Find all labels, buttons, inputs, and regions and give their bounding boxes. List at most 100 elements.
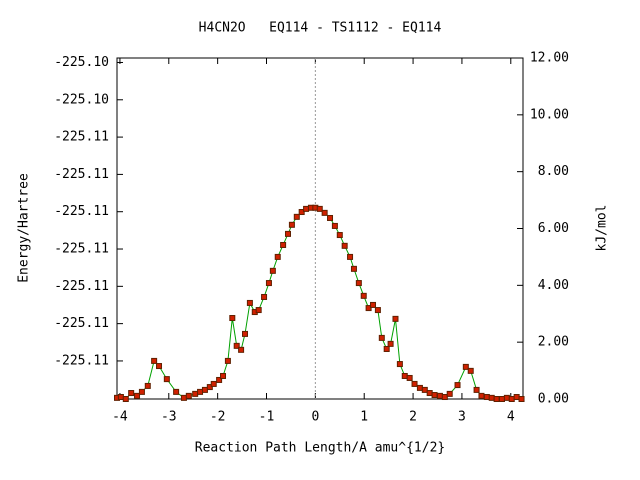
x-axis-label: Reaction Path Length/A amu^{1/2} — [195, 441, 445, 456]
y-axis-label: Energy/Hartree — [17, 173, 32, 283]
data-point — [350, 265, 357, 272]
y2-tick-label: 0.00 — [538, 392, 569, 407]
data-point — [298, 209, 305, 216]
data-point — [220, 372, 227, 379]
y-tick-label: -225.11 — [54, 353, 109, 368]
y2-tick-label: 6.00 — [538, 221, 569, 236]
data-point — [144, 382, 151, 389]
data-point — [151, 357, 158, 364]
x-tick-label: 0 — [311, 410, 319, 425]
data-point — [411, 380, 418, 387]
data-point — [173, 388, 180, 395]
data-point — [156, 363, 163, 370]
data-point — [498, 396, 505, 402]
data-point — [242, 330, 249, 337]
y-tick-label: -225.11 — [54, 242, 109, 257]
x-tick-label: 3 — [458, 410, 466, 425]
data-point — [197, 388, 204, 395]
data-point — [347, 253, 354, 260]
data-point — [321, 209, 328, 216]
data-point — [467, 367, 474, 374]
data-point — [392, 315, 399, 322]
data-point — [293, 213, 300, 220]
y-tick-label: -225.11 — [54, 167, 109, 182]
data-point — [473, 386, 480, 393]
y-tick-label: -225.10 — [54, 92, 109, 107]
plot-frame — [116, 57, 524, 400]
data-point — [341, 242, 348, 249]
data-point — [210, 380, 217, 387]
data-point — [261, 293, 268, 300]
data-point — [185, 392, 192, 399]
data-point — [274, 253, 281, 260]
data-point — [387, 340, 394, 347]
data-point — [406, 374, 413, 381]
data-point — [483, 394, 490, 401]
data-point — [374, 307, 381, 314]
data-point — [122, 396, 129, 402]
data-point — [416, 384, 423, 391]
y2-tick-label: 2.00 — [538, 335, 569, 350]
y2-tick-label: 12.00 — [530, 51, 569, 66]
data-point — [316, 205, 323, 212]
data-point — [436, 392, 443, 399]
y-tick-label: -225.11 — [54, 130, 109, 145]
data-point — [265, 280, 272, 287]
data-point — [201, 386, 208, 393]
data-point — [138, 388, 145, 395]
data-point — [206, 384, 213, 391]
x-tick-label: -1 — [259, 410, 275, 425]
data-point — [134, 392, 141, 399]
data-point — [401, 372, 408, 379]
y-tick-label: -225.11 — [54, 316, 109, 331]
y-tick-label: -225.11 — [54, 204, 109, 219]
data-point — [288, 221, 295, 228]
data-point — [454, 382, 461, 389]
x-tick-label: 1 — [360, 410, 368, 425]
data-point — [462, 363, 469, 370]
data-point — [327, 214, 334, 221]
x-tick-label: -3 — [161, 410, 177, 425]
y2-tick-label: 4.00 — [538, 278, 569, 293]
data-point — [478, 392, 485, 399]
data-point — [303, 205, 310, 212]
y-tick-label: -225.10 — [54, 55, 109, 70]
data-point — [493, 396, 500, 402]
data-point — [421, 386, 428, 393]
y2-axis-label: kJ/mol — [595, 205, 610, 252]
x-tick-label: 2 — [409, 410, 417, 425]
data-point — [426, 390, 433, 397]
data-point — [255, 307, 262, 314]
data-point — [365, 305, 372, 312]
y2-tick-label: 10.00 — [530, 107, 569, 122]
data-point — [284, 230, 291, 237]
data-point — [238, 346, 245, 353]
data-point — [180, 394, 187, 401]
data-point — [269, 267, 276, 274]
data-point — [441, 394, 448, 401]
data-point — [117, 394, 124, 401]
chart-title: H4CN2O EQ114 - TS1112 - EQ114 — [199, 21, 442, 36]
y2-tick-label: 8.00 — [538, 164, 569, 179]
data-point — [488, 394, 495, 401]
data-point — [503, 394, 510, 401]
data-point — [360, 292, 367, 299]
data-point — [331, 222, 338, 229]
data-point — [383, 345, 390, 352]
data-point — [216, 376, 223, 383]
data-point — [224, 357, 231, 364]
data-point — [396, 361, 403, 368]
data-point — [431, 392, 438, 399]
data-point — [280, 241, 287, 248]
data-point — [513, 394, 520, 401]
x-tick-label: -4 — [112, 410, 128, 425]
x-tick-label: 4 — [507, 410, 515, 425]
data-point — [355, 280, 362, 287]
data-point — [192, 390, 199, 397]
data-point — [370, 301, 377, 308]
data-point — [508, 396, 515, 402]
data-point — [229, 315, 236, 322]
y-tick-label: -225.11 — [54, 279, 109, 294]
data-point — [446, 390, 453, 397]
